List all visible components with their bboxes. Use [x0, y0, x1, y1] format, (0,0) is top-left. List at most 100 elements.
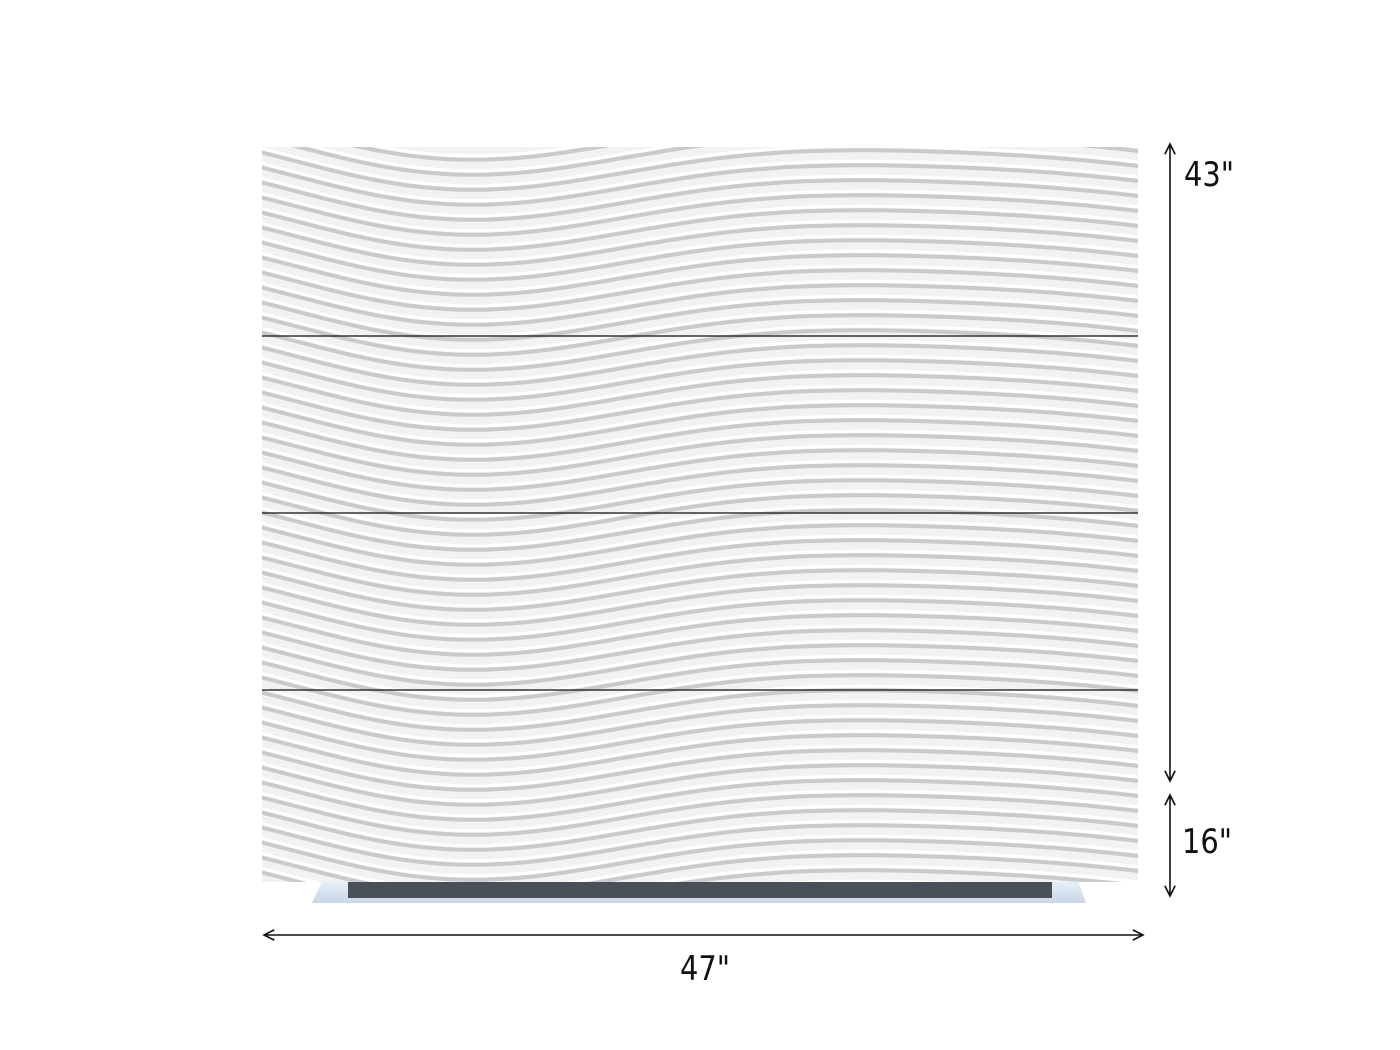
wave-ridge-highlight	[262, 174, 1138, 218]
wave-ridge-highlight	[262, 414, 1138, 458]
dresser-base-recess	[348, 881, 1052, 898]
wave-ridge-shadow	[262, 718, 1138, 762]
wave-ridge-highlight	[262, 594, 1138, 638]
wave-ridge-shadow	[262, 298, 1138, 342]
wave-ridge-highlight	[255, 101, 1145, 141]
wave-ridge-shadow	[262, 553, 1138, 597]
wave-ridge-highlight	[262, 147, 1138, 188]
wave-ridge-shadow	[262, 193, 1138, 237]
wave-ridge-highlight	[262, 789, 1138, 833]
wave-ridge-shadow	[262, 778, 1138, 822]
wave-ridge-shadow	[262, 418, 1138, 462]
wave-ridge-shadow	[262, 403, 1138, 447]
wave-ridge-highlight	[262, 354, 1138, 398]
wave-ridge-highlight	[262, 669, 1138, 713]
wave-ridge-highlight	[262, 279, 1138, 323]
wave-ridge-shadow	[262, 388, 1138, 432]
wave-ridge-highlight	[262, 264, 1138, 308]
wave-ridge-highlight	[262, 384, 1138, 428]
wave-ridge-highlight	[262, 804, 1138, 848]
wave-ridge-highlight	[262, 249, 1138, 293]
wave-ridge-shadow	[262, 148, 1138, 192]
wave-ridge-shadow	[262, 448, 1138, 492]
wave-ridge-highlight	[262, 624, 1138, 668]
wave-ridge-shadow	[262, 313, 1138, 357]
wave-ridge-shadow	[262, 763, 1138, 807]
wave-ridge-shadow	[262, 538, 1138, 582]
wave-ridge-shadow	[262, 868, 1121, 882]
wave-ridge-highlight	[262, 204, 1138, 248]
wave-ridge-shadow	[262, 328, 1138, 372]
wave-ridge-highlight	[262, 609, 1138, 653]
wave-ridge-highlight	[262, 294, 1138, 338]
wave-ridge-highlight	[262, 819, 1138, 863]
wave-ridge-shadow	[262, 508, 1138, 552]
wave-ridge-highlight	[262, 744, 1138, 788]
height-label: 43"	[1184, 155, 1235, 195]
wave-ridge-highlight	[262, 729, 1138, 773]
wave-ridge-highlight	[262, 579, 1138, 623]
wave-ridge-shadow	[262, 358, 1138, 402]
wave-ridge-shadow	[262, 343, 1138, 387]
wave-ridge-shadow	[262, 853, 1138, 882]
wave-ridge-shadow	[262, 583, 1138, 627]
wave-ridge-shadow	[262, 598, 1138, 642]
wave-ridge-shadow	[262, 178, 1138, 222]
wave-ridge-highlight	[262, 369, 1138, 413]
wave-ridge-shadow	[262, 208, 1138, 252]
wave-ridge-shadow	[262, 688, 1138, 732]
wave-ridge-shadow	[262, 658, 1138, 702]
wave-ridge-shadow	[262, 253, 1138, 297]
wave-ridge-shadow	[262, 493, 1138, 537]
wave-ridge-highlight	[262, 714, 1138, 758]
wave-ridge-highlight	[308, 147, 1138, 173]
wave-ridge-highlight	[262, 759, 1138, 803]
wave-ridge-shadow	[262, 568, 1138, 612]
wave-ridge-shadow	[262, 463, 1138, 507]
wave-ridge-shadow	[262, 823, 1138, 867]
wave-ridge-shadow	[262, 268, 1138, 312]
wave-ridge-highlight	[262, 234, 1138, 278]
base-height-label: 16"	[1182, 822, 1233, 862]
wave-ridge-shadow	[262, 238, 1138, 282]
wave-ridge-shadow	[262, 673, 1138, 717]
wave-ridge-shadow	[262, 163, 1138, 207]
wave-ridge-highlight	[262, 459, 1138, 503]
drawer-divider-lines	[262, 335, 1138, 691]
wave-ridge-shadow	[255, 900, 1145, 940]
wave-ridge-highlight	[262, 534, 1138, 578]
wave-ridge-highlight	[262, 774, 1138, 818]
wave-ridge-highlight	[262, 864, 1138, 882]
wave-ridge-highlight	[262, 339, 1138, 383]
wave-ridge-highlight	[262, 549, 1138, 593]
wave-ridge-highlight	[262, 834, 1138, 878]
wave-texture	[255, 101, 1145, 940]
width-label: 47"	[680, 949, 731, 989]
wave-ridge-shadow	[262, 748, 1138, 792]
wave-ridge-highlight	[262, 699, 1138, 743]
wave-ridge-shadow	[262, 613, 1138, 657]
wave-ridge-highlight	[262, 474, 1138, 518]
wave-ridge-highlight	[262, 189, 1138, 233]
wave-ridge-highlight	[262, 504, 1138, 548]
wave-ridge-shadow	[262, 808, 1138, 852]
wave-ridge-highlight	[262, 639, 1138, 683]
wave-ridge-shadow	[262, 703, 1138, 747]
wave-ridge-shadow	[262, 643, 1138, 687]
wave-ridge-highlight	[262, 429, 1138, 473]
wave-ridge-shadow	[262, 433, 1138, 477]
wave-ridge-shadow	[262, 838, 1138, 882]
wave-ridge-highlight	[262, 444, 1138, 488]
wave-ridge-highlight	[262, 489, 1138, 533]
wave-ridge-highlight	[262, 309, 1138, 353]
wave-ridge-highlight	[262, 849, 1138, 882]
wave-ridge-shadow	[262, 793, 1138, 837]
wave-ridge-shadow	[262, 523, 1138, 567]
wave-ridge-shadow	[262, 628, 1138, 672]
wave-ridge-shadow	[262, 223, 1138, 267]
wave-ridge-shadow	[262, 283, 1138, 327]
wave-ridge-highlight	[262, 219, 1138, 263]
wave-ridge-shadow	[351, 147, 612, 162]
wave-ridge-shadow	[262, 478, 1138, 522]
